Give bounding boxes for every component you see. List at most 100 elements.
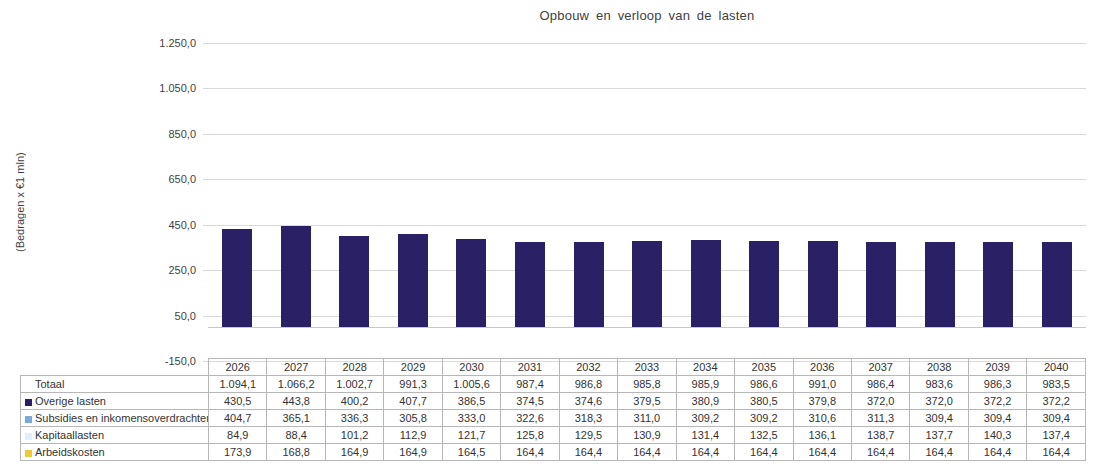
value-cell: 379,8 — [793, 393, 851, 410]
value-cell: 985,8 — [618, 376, 676, 393]
table-corner-cell — [21, 359, 209, 376]
value-cell: 983,6 — [910, 376, 968, 393]
value-cell: 88,4 — [267, 427, 325, 444]
year-header-cell: 2035 — [735, 359, 793, 376]
value-cell: 372,0 — [851, 393, 909, 410]
value-cell: 336,3 — [325, 410, 383, 427]
table-row: Subsidies en inkomensoverdrachten404,736… — [21, 410, 1086, 427]
value-cell: 164,4 — [1027, 444, 1086, 461]
row-label-cell: Overige lasten — [21, 393, 209, 410]
value-cell: 986,4 — [851, 376, 909, 393]
value-cell: 309,4 — [968, 410, 1026, 427]
year-header-cell: 2032 — [559, 359, 617, 376]
value-cell: 322,6 — [501, 410, 559, 427]
value-cell: 140,3 — [968, 427, 1026, 444]
gridline — [203, 134, 1086, 135]
chart-title: Opbouw en verloop van de lasten — [208, 8, 1086, 23]
value-cell: 309,4 — [1027, 410, 1086, 427]
value-cell: 983,5 — [1027, 376, 1086, 393]
table-row: Arbeidskosten173,9168,8164,9164,9164,516… — [21, 444, 1086, 461]
value-cell: 380,5 — [735, 393, 793, 410]
row-label-cell: Subsidies en inkomensoverdrachten — [21, 410, 209, 427]
bar-segment — [632, 241, 662, 327]
value-cell: 112,9 — [384, 427, 442, 444]
value-cell: 1.094,1 — [209, 376, 267, 393]
value-cell: 443,8 — [267, 393, 325, 410]
year-header-cell: 2036 — [793, 359, 851, 376]
value-cell: 1.005,6 — [442, 376, 500, 393]
year-header-cell: 2038 — [910, 359, 968, 376]
y-tick-label: 1.050,0 — [0, 82, 196, 94]
row-label-cell: Kapitaallasten — [21, 427, 209, 444]
year-header-cell: 2028 — [325, 359, 383, 376]
value-cell: 309,4 — [910, 410, 968, 427]
value-cell: 164,4 — [618, 444, 676, 461]
year-header-cell: 2030 — [442, 359, 500, 376]
bar-segment — [749, 241, 779, 327]
value-cell: 986,8 — [559, 376, 617, 393]
row-label-cell: Totaal — [21, 376, 209, 393]
value-cell: 101,2 — [325, 427, 383, 444]
year-header-cell: 2039 — [968, 359, 1026, 376]
value-cell: 404,7 — [209, 410, 267, 427]
y-tick-label: 50,0 — [0, 310, 196, 322]
value-cell: 309,2 — [676, 410, 734, 427]
gridline — [203, 179, 1086, 180]
bar-segment — [1042, 242, 1072, 327]
value-cell: 386,5 — [442, 393, 500, 410]
legend-marker-icon — [25, 416, 32, 423]
bar-segment — [222, 229, 252, 327]
bar-segment — [515, 242, 545, 327]
bar-segment — [456, 239, 486, 327]
value-cell: 136,1 — [793, 427, 851, 444]
y-tick-labels: 1.250,01.050,0850,0650,0450,0250,050,0-1… — [0, 43, 196, 361]
value-cell: 333,0 — [442, 410, 500, 427]
value-cell: 137,4 — [1027, 427, 1086, 444]
row-label: Kapitaallasten — [35, 429, 104, 441]
year-header-cell: 2037 — [851, 359, 909, 376]
bar-segment — [983, 242, 1013, 327]
value-cell: 173,9 — [209, 444, 267, 461]
y-tick-label: 1.250,0 — [0, 37, 196, 49]
value-cell: 164,5 — [442, 444, 500, 461]
value-cell: 137,7 — [910, 427, 968, 444]
value-cell: 407,7 — [384, 393, 442, 410]
y-tick-label: 250,0 — [0, 264, 196, 276]
table-header-row: 2026202720282029203020312032203320342035… — [21, 359, 1086, 376]
value-cell: 400,2 — [325, 393, 383, 410]
value-cell: 372,2 — [1027, 393, 1086, 410]
year-header-cell: 2026 — [209, 359, 267, 376]
gridline — [203, 43, 1086, 44]
row-label: Subsidies en inkomensoverdrachten — [35, 412, 209, 424]
value-cell: 310,6 — [793, 410, 851, 427]
year-header-cell: 2029 — [384, 359, 442, 376]
value-cell: 164,4 — [735, 444, 793, 461]
row-label-cell: Arbeidskosten — [21, 444, 209, 461]
plot-area — [208, 43, 1086, 361]
value-cell: 1.002,7 — [325, 376, 383, 393]
value-cell: 164,4 — [559, 444, 617, 461]
value-cell: 164,4 — [676, 444, 734, 461]
bar-segment — [691, 240, 721, 327]
table-row: Totaal1.094,11.066,21.002,7991,31.005,69… — [21, 376, 1086, 393]
value-cell: 318,3 — [559, 410, 617, 427]
table-row: Overige lasten430,5443,8400,2407,7386,53… — [21, 393, 1086, 410]
legend-marker-icon — [25, 433, 32, 440]
value-cell: 374,5 — [501, 393, 559, 410]
year-header-cell: 2040 — [1027, 359, 1086, 376]
value-cell: 372,0 — [910, 393, 968, 410]
gridline — [203, 88, 1086, 89]
value-cell: 311,0 — [618, 410, 676, 427]
value-cell: 309,2 — [735, 410, 793, 427]
value-cell: 372,2 — [968, 393, 1026, 410]
stacked-bar-chart: Opbouw en verloop van de lasten (Bedrage… — [0, 0, 1105, 464]
year-header-cell: 2034 — [676, 359, 734, 376]
bar-segment — [574, 242, 604, 327]
value-cell: 374,6 — [559, 393, 617, 410]
data-table: 2026202720282029203020312032203320342035… — [20, 358, 1086, 461]
value-cell: 132,5 — [735, 427, 793, 444]
legend-marker-icon — [25, 450, 32, 457]
y-tick-label: 850,0 — [0, 128, 196, 140]
row-label: Arbeidskosten — [35, 446, 105, 458]
value-cell: 164,4 — [851, 444, 909, 461]
